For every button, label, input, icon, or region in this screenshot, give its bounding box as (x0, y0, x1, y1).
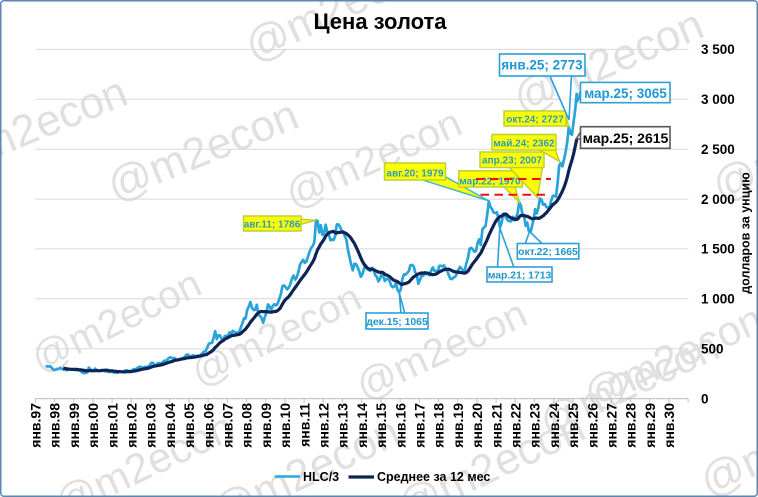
svg-text:долларов за унцию: долларов за унцию (739, 172, 753, 294)
svg-text:2 500: 2 500 (701, 142, 735, 157)
svg-text:окт.24; 2727: окт.24; 2727 (506, 115, 564, 126)
svg-text:янв.02: янв.02 (124, 403, 140, 448)
svg-text:1 500: 1 500 (701, 242, 735, 257)
svg-text:дек.15; 1065: дек.15; 1065 (366, 317, 428, 328)
svg-text:янв.29: янв.29 (642, 403, 658, 448)
svg-text:окт.22; 1665: окт.22; 1665 (518, 247, 578, 258)
svg-text:янв.04: янв.04 (162, 403, 178, 448)
svg-text:500: 500 (701, 341, 724, 356)
svg-text:Цена золота: Цена золота (313, 9, 447, 34)
svg-text:авг.11; 1786: авг.11; 1786 (244, 220, 301, 231)
svg-text:янв.08: янв.08 (239, 403, 255, 448)
svg-text:янв.12: янв.12 (316, 403, 332, 448)
svg-text:янв.16: янв.16 (392, 403, 408, 448)
svg-text:янв.98: янв.98 (47, 403, 63, 448)
svg-text:янв.27: янв.27 (604, 403, 620, 448)
svg-text:янв.09: янв.09 (258, 403, 274, 448)
svg-text:янв.99: янв.99 (66, 403, 82, 448)
svg-text:янв.13: янв.13 (335, 403, 351, 448)
svg-text:мар.25; 2615: мар.25; 2615 (583, 130, 669, 146)
svg-text:янв.10: янв.10 (277, 403, 293, 448)
svg-text:янв.01: янв.01 (104, 403, 120, 448)
svg-text:янв.22: янв.22 (508, 403, 524, 448)
svg-text:янв.00: янв.00 (85, 403, 101, 448)
svg-text:мар.21; 1713: мар.21; 1713 (488, 271, 552, 282)
svg-text:янв.20: янв.20 (469, 403, 485, 448)
svg-text:янв.30: янв.30 (661, 403, 677, 448)
svg-text:янв.07: янв.07 (220, 403, 236, 448)
svg-text:HLC/3: HLC/3 (303, 470, 339, 484)
svg-text:3 500: 3 500 (701, 42, 735, 57)
svg-text:янв.25: янв.25 (565, 403, 581, 448)
svg-text:мар.25; 3065: мар.25; 3065 (584, 86, 667, 101)
svg-text:2 000: 2 000 (701, 192, 735, 207)
svg-text:янв.26: янв.26 (584, 403, 600, 448)
svg-text:0: 0 (701, 391, 709, 406)
svg-text:янв.24: янв.24 (546, 403, 562, 448)
svg-text:янв.17: янв.17 (412, 403, 428, 448)
svg-text:янв.21: янв.21 (488, 403, 504, 448)
svg-text:мар.22; 1970: мар.22; 1970 (459, 177, 521, 188)
svg-text:Среднее за 12 мес: Среднее за 12 мес (377, 470, 490, 484)
svg-text:янв.15: янв.15 (373, 403, 389, 448)
svg-text:янв.25; 2773: янв.25; 2773 (501, 58, 583, 73)
svg-text:янв.97: янв.97 (28, 403, 44, 448)
svg-text:янв.11: янв.11 (296, 403, 312, 447)
svg-text:янв.18: янв.18 (431, 403, 447, 448)
svg-text:авг.20; 1979: авг.20; 1979 (386, 169, 444, 180)
svg-text:янв.14: янв.14 (354, 403, 370, 448)
svg-text:янв.23: янв.23 (527, 403, 543, 448)
svg-text:янв.03: янв.03 (143, 403, 159, 448)
svg-text:апр.23; 2007: апр.23; 2007 (482, 156, 542, 167)
svg-text:янв.28: янв.28 (623, 403, 639, 448)
svg-text:1 000: 1 000 (701, 292, 735, 307)
svg-text:янв.05: янв.05 (181, 403, 197, 448)
svg-text:3 000: 3 000 (701, 92, 735, 107)
svg-text:янв.06: янв.06 (200, 403, 216, 448)
svg-text:янв.19: янв.19 (450, 403, 466, 448)
svg-text:май.24; 2362: май.24; 2362 (493, 139, 555, 150)
